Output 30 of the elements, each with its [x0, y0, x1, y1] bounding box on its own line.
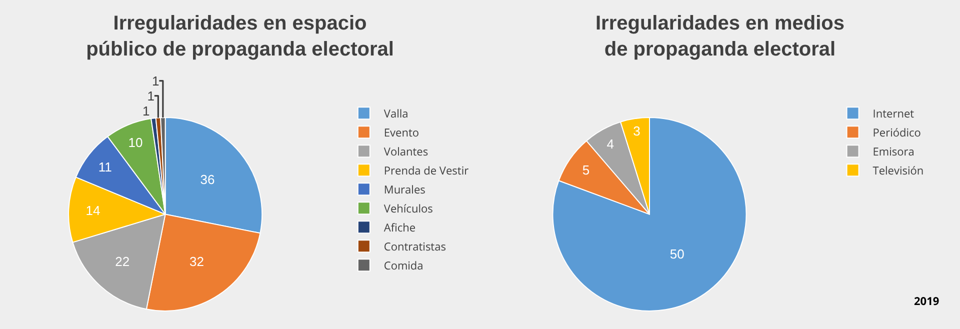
legend-label: Valla: [384, 106, 408, 122]
data-label: 5: [582, 162, 590, 178]
legend-label: Volantes: [384, 144, 428, 160]
legend-label: Evento: [384, 125, 420, 140]
pie-slice: [552, 116, 747, 312]
legend-label: Murales: [384, 182, 426, 198]
data-label: 14: [86, 203, 100, 218]
legend-label: Prenda de Vestir: [384, 163, 470, 178]
text: 2019: [914, 294, 940, 309]
data-label: 22: [115, 254, 130, 270]
data-label: 50: [670, 246, 684, 262]
legend-label: Internet: [872, 106, 914, 122]
legend-label: Vehículos: [384, 201, 433, 216]
data-label: 1: [152, 73, 160, 88]
data-label: 32: [190, 254, 204, 269]
legend-label: Comida: [384, 258, 424, 274]
data-label: 10: [128, 134, 143, 150]
data-label: 4: [606, 136, 614, 152]
data-label: 1: [142, 103, 150, 118]
chart-title: Irregularidades en medios de propaganda electoral: [596, 12, 844, 61]
legend-label: Contratistas: [384, 239, 446, 254]
legend-label: Emisora: [872, 144, 914, 160]
data-label: 3: [633, 124, 640, 139]
data-label: 1: [147, 88, 154, 104]
legend-label: Televisión: [872, 163, 924, 178]
legend-label: Periódico: [872, 125, 922, 140]
legend-label: Afiche: [384, 220, 416, 236]
chart-title: Irregularidades en espacio público de propaganda electoral: [86, 12, 394, 61]
data-label: 36: [200, 172, 215, 188]
data-label: 11: [98, 160, 112, 175]
